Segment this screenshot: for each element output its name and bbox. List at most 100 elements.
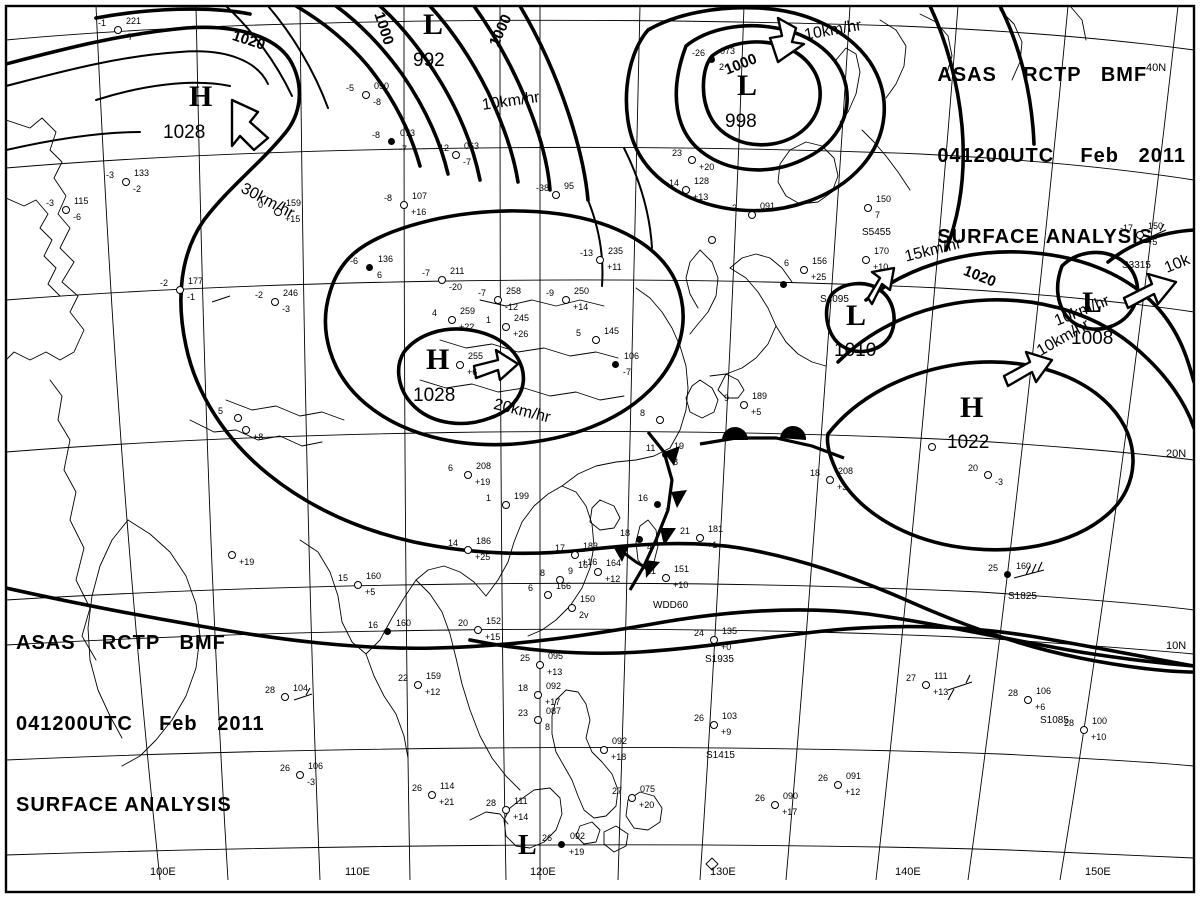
station-temperature: -14 [666,178,680,188]
station-temperature: 4 [432,308,438,318]
pressure-center-h-1028: H [426,343,450,376]
station-tendency: +25 [811,272,827,282]
annotation-S4095: S4095 [820,294,849,305]
station-temperature: 18 [620,528,631,538]
station-pressure: 090 [783,791,799,801]
station-symbol [552,191,560,199]
station-symbol [1080,726,1088,734]
station-temperature: 1 [486,315,492,325]
station-tendency: 4 [647,542,653,552]
longitude-label-150E: 150E [1085,866,1111,878]
station-temperature: -8 [372,130,381,140]
station-temperature: 28 [486,798,497,808]
station-temperature: 2 [732,203,738,213]
station-temperature: -38 [536,183,550,193]
station-symbol [710,636,718,644]
station-temperature: 16 [638,493,649,503]
station-symbol [62,206,70,214]
station-tendency: +13 [693,192,709,202]
station-temperature: 26 [818,773,829,783]
station-pressure: 145 [604,326,620,336]
pressure-center-h-1022: H [960,391,984,424]
station-symbol [654,501,661,508]
station-temperature: 27 [612,786,623,796]
station-symbol [534,716,542,724]
station-tendency: +13 [547,667,563,677]
title-bottom-line2: 041200UTC Feb 2011 [16,713,265,735]
pressure-value-l-1: 992 [413,50,445,71]
station-pressure: 258 [506,286,522,296]
station-pressure: 091 [760,201,776,211]
station-pressure: 250 [574,286,590,296]
annotation-S3315: S3315 [1122,260,1151,271]
station-symbol [452,151,460,159]
station-symbol [502,501,510,509]
station-symbol [400,201,408,209]
station-temperature: 28 [265,685,276,695]
station-temperature: 28 [1064,718,1075,728]
station-temperature: 8 [540,568,546,578]
station-pressure: 95 [564,181,575,191]
station-tendency: -3 [995,477,1004,487]
station-symbol [928,443,936,451]
station-temperature: 14 [448,538,459,548]
station-symbol [122,178,130,186]
station-tendency: +19 [569,847,585,857]
station-symbol [1004,571,1011,578]
station-tendency: -7 [399,144,408,154]
station-tendency: +0 [721,642,732,652]
station-temperature: 6 [448,463,454,473]
motion-arrow-l1010 [866,266,896,306]
station-symbol [1136,231,1144,239]
station-tendency: +20 [699,162,715,172]
station-temperature: -6 [350,256,359,266]
station-symbol [662,574,670,582]
pressure-center-h-1028: H [189,80,213,113]
station-pressure: 235 [608,246,624,256]
station-symbol [571,551,579,559]
station-tendency: +10 [1091,732,1107,742]
station-symbol [234,414,242,422]
station-symbol [688,156,696,164]
station-temperature: 9 [724,393,730,403]
station-pressure: 186 [476,536,492,546]
station-pressure: 111 [934,671,948,681]
station-symbol [558,841,565,848]
station-symbol [696,534,704,542]
warm-front-pacific [699,425,845,460]
station-symbol [114,26,122,34]
pressure-value-l-5: 1008 [1071,328,1114,349]
station-temperature: 20 [968,463,979,473]
station-symbol [682,186,690,194]
station-temperature: 21 [646,566,657,576]
station-temperature: -7 [478,288,487,298]
station-tendency: -6 [73,212,82,222]
station-tendency: +17 [545,697,561,707]
station-symbol [544,591,552,599]
station-pressure: 170 [874,246,890,256]
station-temperature: -26 [692,48,706,58]
title-bottom-line1: ASAS RCTP BMF [16,632,226,654]
station-symbol [502,323,510,331]
station-symbol [274,208,282,216]
station-tendency: +26 [513,329,529,339]
station-pressure: 255 [468,351,484,361]
station-symbol [228,551,236,559]
station-temperature: 23 [672,148,683,158]
station-temperature: -12 [436,143,450,153]
station-temperature: 25 [520,653,531,663]
station-pressure: 160 [1016,561,1032,571]
station-temperature: 8 [640,408,646,418]
station-pressure: 246 [283,288,299,298]
station-pressure: 106 [1036,686,1052,696]
station-symbol [594,568,602,576]
motion-arrow-h1022 [1002,350,1054,388]
station-pressure: 133 [134,168,150,178]
station-tendency: +19 [239,557,255,567]
station-tendency: +14 [573,302,589,312]
station-pressure: 160 [366,571,382,581]
station-pressure: 151 [674,564,690,574]
title-top-line1: ASAS RCTP BMF [937,64,1148,86]
station-temperature: 1 [486,493,492,503]
